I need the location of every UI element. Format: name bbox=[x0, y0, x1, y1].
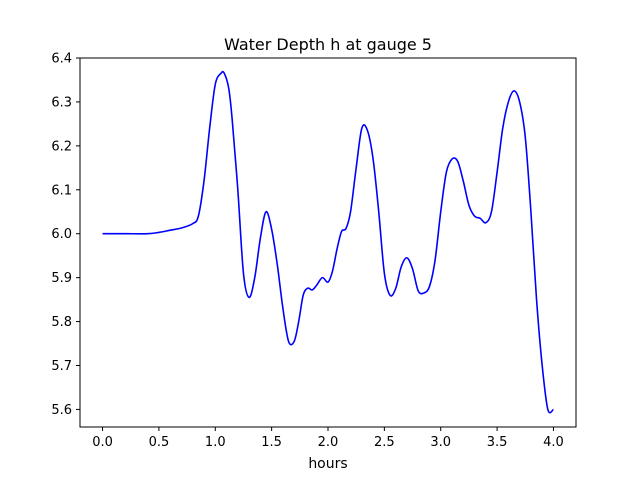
plot-frame bbox=[79, 57, 577, 428]
y-tick-label: 5.7 bbox=[51, 359, 72, 374]
x-tick-label: 2.0 bbox=[318, 435, 339, 450]
x-tick-label: 3.5 bbox=[487, 435, 508, 450]
y-tick-label: 6.0 bbox=[51, 227, 72, 242]
x-tick-label: 0.0 bbox=[92, 435, 113, 450]
x-axis: 0.0 0.5 1.0 1.5 2.0 2.5 3.0 3.5 4.0 bbox=[92, 427, 564, 450]
x-tick-label: 1.5 bbox=[261, 435, 282, 450]
x-tick-label: 4.0 bbox=[543, 435, 564, 450]
y-tick-label: 5.6 bbox=[51, 403, 72, 418]
x-tick-label: 1.0 bbox=[205, 435, 226, 450]
y-tick-label: 6.3 bbox=[51, 95, 72, 110]
x-tick-label: 0.5 bbox=[149, 435, 170, 450]
plot-series bbox=[102, 70, 554, 414]
chart-title: Water Depth h at gauge 5 bbox=[224, 35, 432, 54]
y-axis: 5.6 5.7 5.8 5.9 6.0 6.1 6.2 6.3 6.4 bbox=[51, 52, 80, 418]
series-line bbox=[102, 70, 554, 414]
y-tick-label: 6.4 bbox=[51, 52, 72, 67]
y-tick-label: 5.9 bbox=[51, 271, 72, 286]
x-tick-label: 3.0 bbox=[430, 435, 451, 450]
y-tick-label: 5.8 bbox=[51, 315, 72, 330]
x-axis-label: hours bbox=[308, 456, 347, 472]
y-tick-label: 6.1 bbox=[51, 183, 72, 198]
y-tick-label: 6.2 bbox=[51, 139, 72, 154]
x-tick-label: 2.5 bbox=[374, 435, 395, 450]
